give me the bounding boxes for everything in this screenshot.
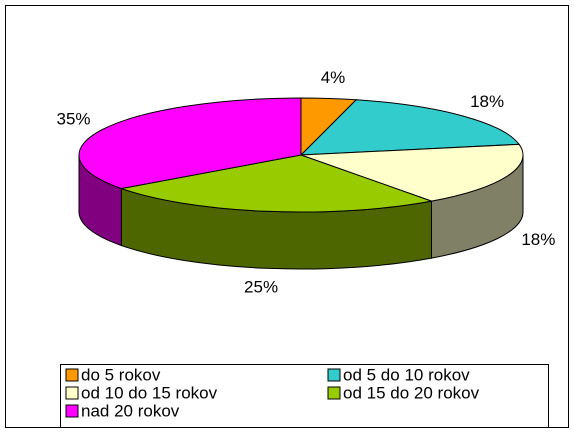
data-label: 18% [470, 92, 504, 111]
data-label: 25% [244, 277, 278, 296]
legend-label: od 5 do 10 rokov [343, 365, 470, 384]
data-label: 35% [57, 110, 91, 129]
slice [78, 97, 302, 190]
legend-label: do 5 rokov [81, 365, 161, 384]
slice [119, 154, 434, 213]
legend-swatch [327, 386, 341, 400]
pie: 4% 18% 18% 25% 35% [57, 68, 556, 296]
legend-label: od 15 do 20 rokov [343, 383, 480, 402]
legend-swatch [65, 368, 79, 382]
legend-swatch [65, 404, 79, 418]
legend-label: od 10 do 15 rokov [81, 383, 218, 402]
legend-label: nad 20 rokov [81, 401, 180, 420]
slice [300, 143, 524, 202]
legend: do 5 rokov od 5 do 10 rokov od 10 do 15 ro… [65, 365, 480, 420]
legend-swatch [65, 386, 79, 400]
data-label: 4% [321, 68, 346, 87]
data-label: 18% [521, 230, 555, 249]
legend-swatch [327, 368, 341, 382]
slice [299, 99, 521, 156]
legend-box [60, 364, 549, 428]
